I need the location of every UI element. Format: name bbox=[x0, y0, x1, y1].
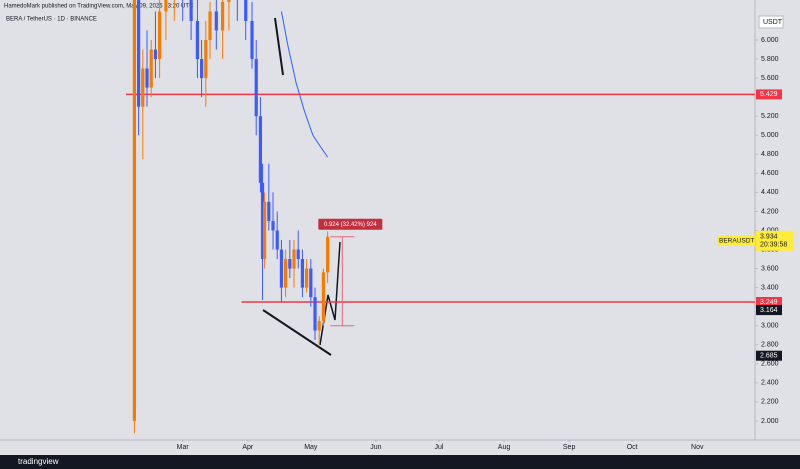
y-tick-label: 2.000 bbox=[761, 418, 779, 425]
y-tick-label: 5.600 bbox=[761, 75, 779, 82]
candle-body bbox=[189, 0, 193, 21]
price-label: 3.164 bbox=[760, 307, 778, 314]
footer-bar bbox=[0, 455, 800, 469]
candle-body bbox=[267, 201, 271, 221]
y-tick-label: 2.200 bbox=[761, 399, 779, 406]
candle-body bbox=[227, 0, 231, 2]
y-tick-label: 5.000 bbox=[761, 132, 779, 139]
candle-body bbox=[221, 1, 225, 31]
moving-average bbox=[280, 11, 329, 158]
y-tick-label: 5.800 bbox=[761, 56, 779, 63]
currency-box bbox=[758, 15, 784, 29]
y-tick-label: 2.600 bbox=[761, 361, 779, 368]
candle-body bbox=[260, 182, 265, 260]
x-tick-label: Jul bbox=[434, 444, 443, 451]
candle-body bbox=[141, 68, 145, 107]
x-tick-label: Jun bbox=[370, 444, 381, 451]
candle-body bbox=[313, 297, 317, 331]
countdown: 20:39:58 bbox=[760, 242, 787, 249]
symbol-box bbox=[717, 235, 755, 246]
candle-body bbox=[153, 49, 158, 60]
candle-body bbox=[292, 249, 296, 269]
measure-label: 0.924 (32.42%) 924 bbox=[324, 222, 377, 228]
y-tick-label: 3.000 bbox=[761, 323, 779, 330]
y-tick-label: 2.400 bbox=[761, 380, 779, 387]
candle-body bbox=[195, 20, 200, 60]
y-tick-label: 4.800 bbox=[761, 151, 779, 158]
price-label-box bbox=[756, 297, 782, 307]
x-tick-label: Mar bbox=[177, 444, 190, 451]
candle-body bbox=[275, 230, 279, 250]
candle-body bbox=[300, 259, 305, 288]
candle-body bbox=[158, 11, 162, 60]
price-label: 2.685 bbox=[760, 353, 778, 360]
currency: USDT bbox=[763, 19, 783, 26]
y-tick-label: 3.600 bbox=[761, 265, 779, 272]
x-tick-label: Aug bbox=[498, 444, 511, 451]
candle-body bbox=[137, 0, 141, 107]
candle-body bbox=[296, 249, 300, 260]
candle-body bbox=[263, 201, 267, 260]
candle-body bbox=[288, 259, 292, 269]
candle-body bbox=[200, 59, 204, 79]
trend-line bbox=[274, 17, 284, 76]
y-tick-label: 2.800 bbox=[761, 342, 779, 349]
candle-body bbox=[164, 0, 168, 12]
y-tick-label: 4.200 bbox=[761, 208, 779, 215]
y-tick-label: 4.600 bbox=[761, 170, 779, 177]
candle-body bbox=[271, 220, 275, 231]
candle-body bbox=[321, 272, 326, 321]
y-tick-label: 5.200 bbox=[761, 113, 779, 120]
measure-label-box bbox=[318, 218, 383, 230]
candle-body bbox=[284, 259, 288, 288]
price-label: 5.429 bbox=[760, 91, 778, 98]
y-tick-label: 3.400 bbox=[761, 284, 779, 291]
candle-body bbox=[149, 49, 153, 88]
price-label-box bbox=[756, 230, 794, 251]
price-label: 3.934 bbox=[760, 234, 778, 241]
y-tick-label: 6.000 bbox=[761, 37, 779, 44]
price-label-box bbox=[756, 350, 782, 361]
drawings: 0.924 (32.42%) 924 bbox=[126, 0, 755, 434]
x-tick-label: Nov bbox=[691, 444, 704, 451]
candle-body bbox=[244, 0, 248, 21]
candle-body bbox=[279, 249, 284, 288]
price-label: 3.249 bbox=[760, 299, 778, 306]
symbol-title: BERA / TetherUS · 1D · BINANCE bbox=[6, 17, 97, 23]
candle-body bbox=[145, 68, 149, 88]
x-tick-label: Apr bbox=[242, 444, 254, 451]
candle-body bbox=[204, 40, 208, 79]
x-tick-label: May bbox=[304, 444, 318, 451]
candle-body bbox=[132, 0, 137, 421]
header: HamedoMark published on TradingView.com,… bbox=[4, 4, 194, 10]
candle-body bbox=[214, 11, 218, 31]
price-label-box bbox=[756, 305, 782, 316]
candle-body bbox=[326, 236, 330, 273]
candle-body bbox=[305, 268, 309, 288]
candle-body bbox=[208, 11, 212, 40]
symbol-label: BERAUSDT bbox=[719, 237, 754, 244]
logo: tradingview bbox=[18, 457, 59, 466]
trend-line bbox=[262, 309, 332, 356]
y-tick-label: 4.400 bbox=[761, 189, 779, 196]
x-tick-label: Sep bbox=[563, 444, 576, 451]
candle-body bbox=[250, 20, 254, 60]
candle-body bbox=[258, 116, 263, 183]
x-tick-label: Oct bbox=[627, 444, 638, 451]
candle-body bbox=[254, 59, 258, 117]
candle-body bbox=[317, 320, 321, 331]
price-label-box bbox=[756, 89, 782, 100]
candle-body bbox=[309, 268, 313, 298]
